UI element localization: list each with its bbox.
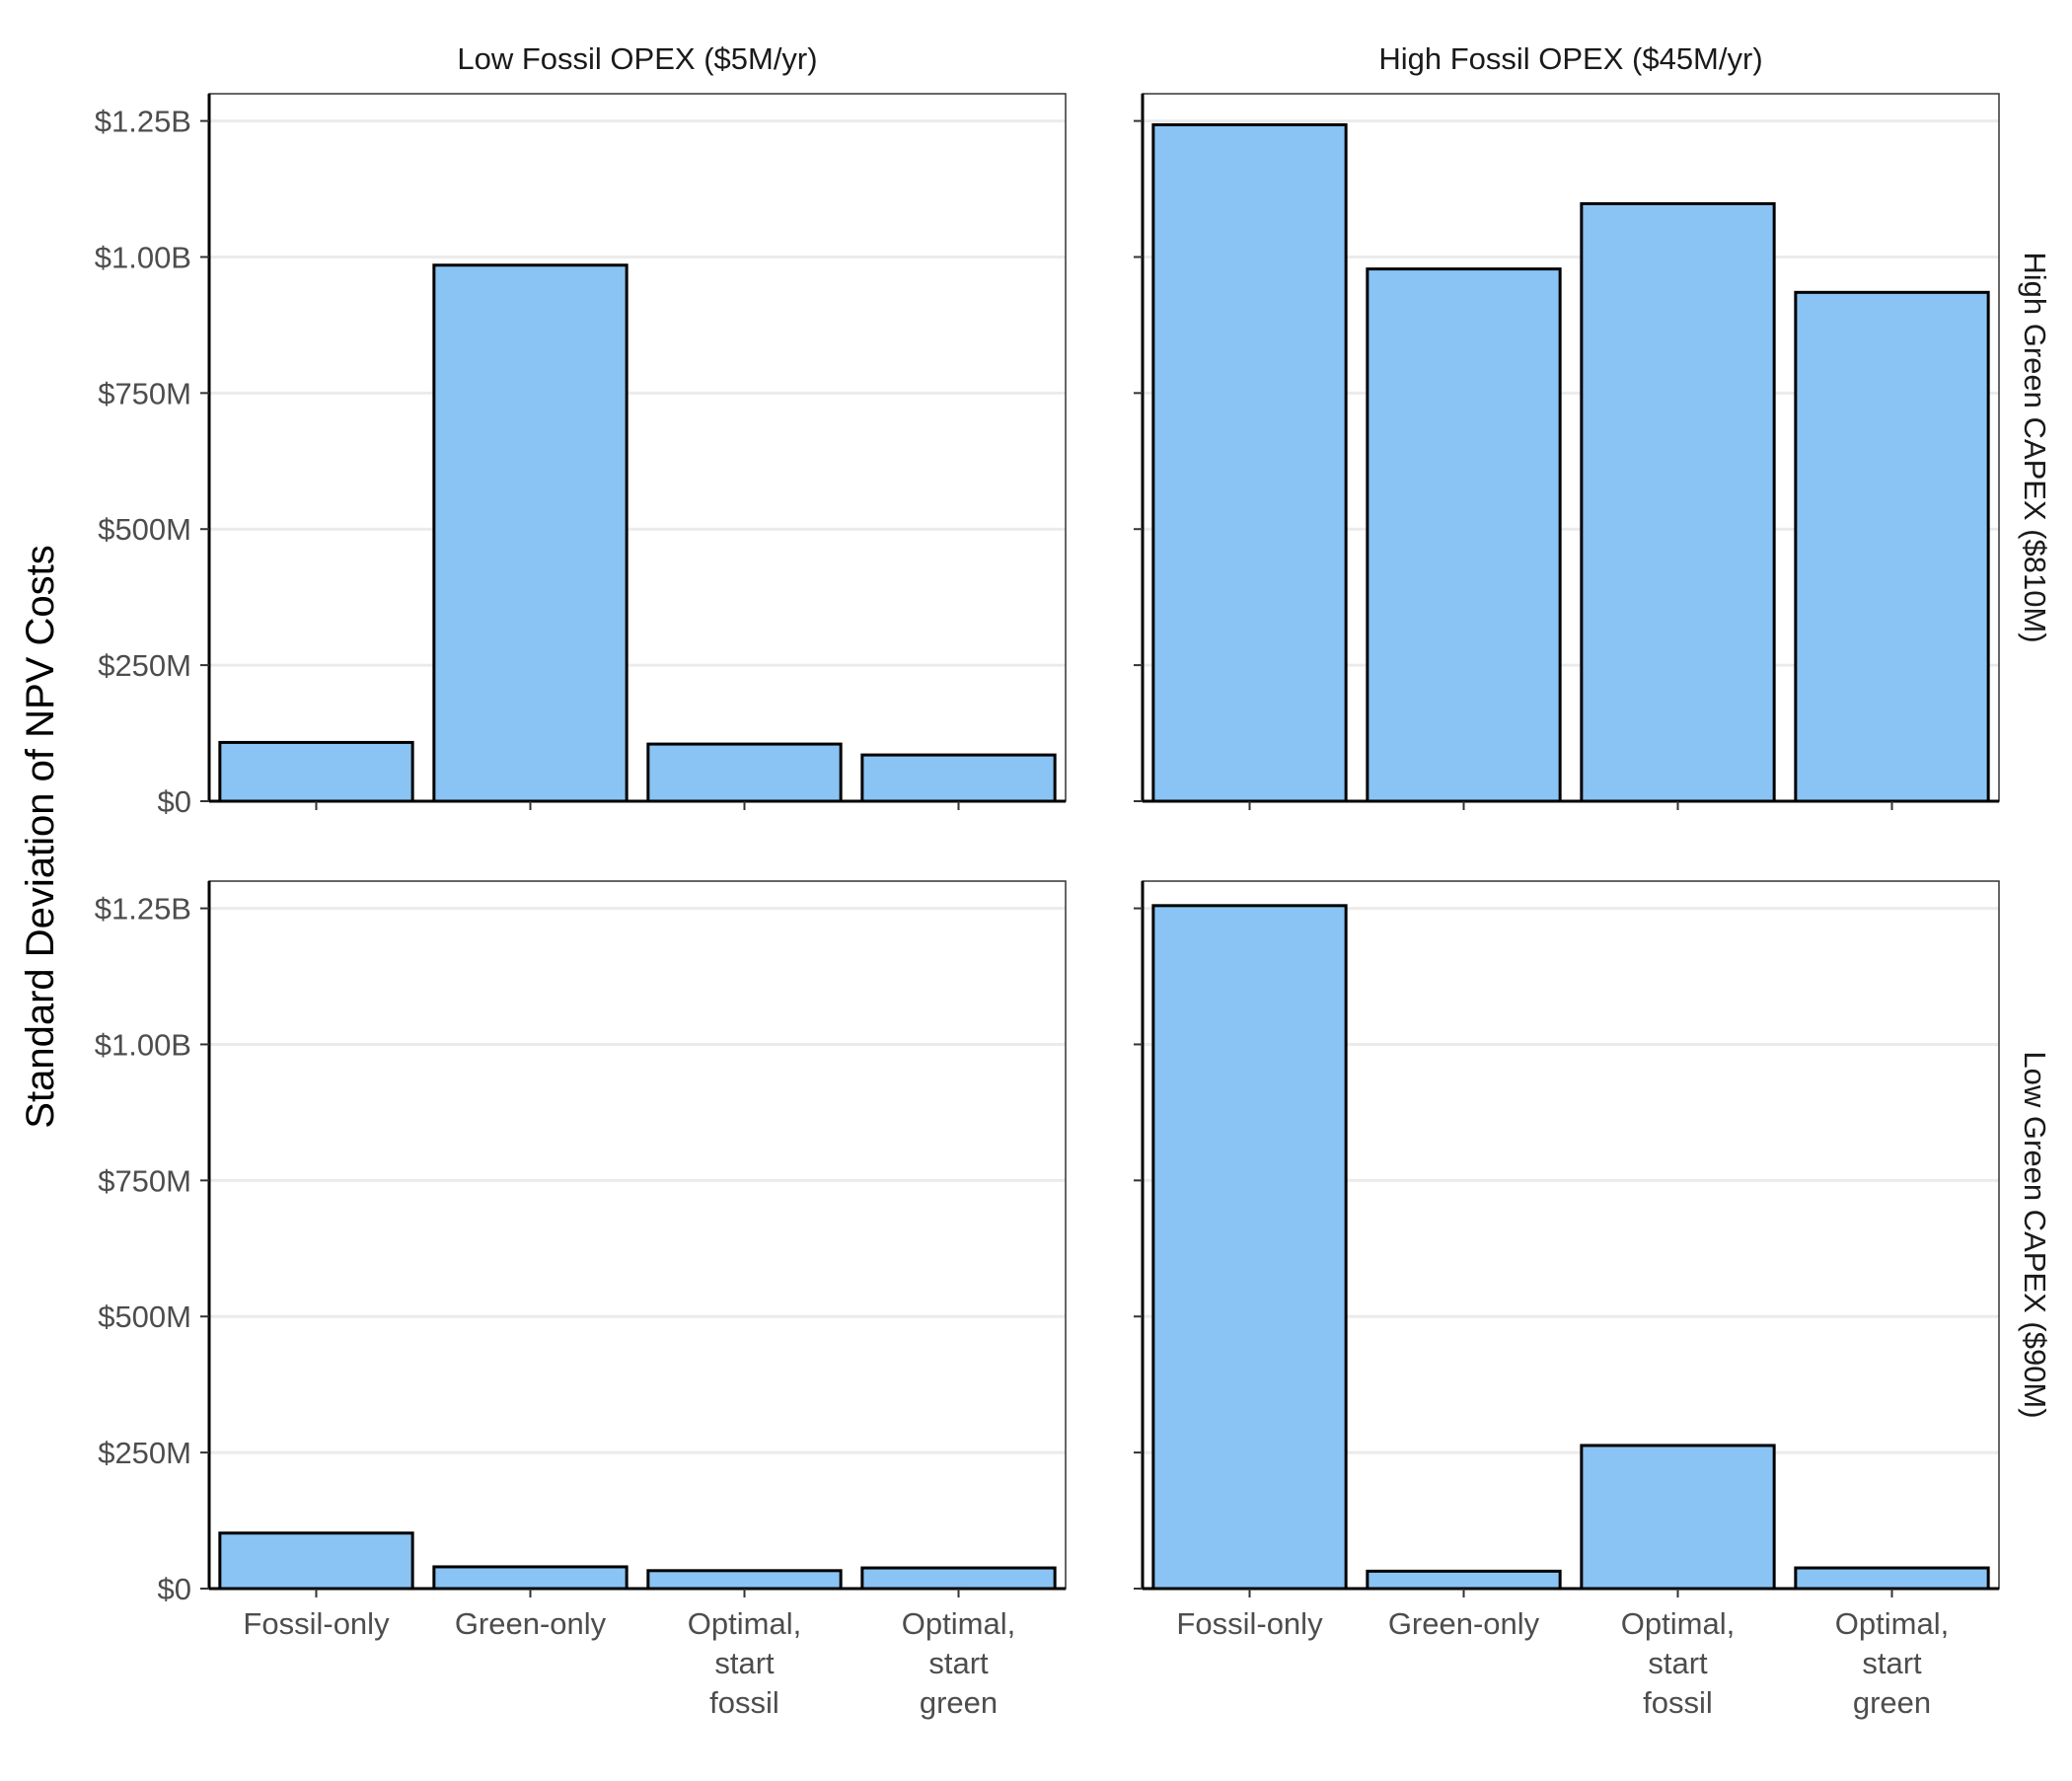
y-tick-label-row1-1-00b: $1.00B xyxy=(95,1027,191,1062)
column-facet-label-low-fossil-opex-5m-yr: Low Fossil OPEX ($5M/yr) xyxy=(457,41,817,76)
y-tick-label-row1-0: $0 xyxy=(158,1572,191,1606)
y-tick-label-row1-750m: $750M xyxy=(98,1163,191,1198)
x-tick-label-col0-fossil-only: Fossil-only xyxy=(243,1606,390,1641)
x-tick-label-col0-optimal-start-green: Optimal, start green xyxy=(902,1606,1015,1720)
panel-r1-c0-bar-fossil-only xyxy=(218,1531,414,1591)
x-tick-label-col0-optimal-start-fossil: Optimal, start fossil xyxy=(688,1606,801,1720)
row-facet-label-low-green-capex-90m: Low Green CAPEX ($90M) xyxy=(2018,1051,2052,1418)
y-tick-label-row0-500m: $500M xyxy=(98,512,191,547)
panel-r0-c1-bar-green-only xyxy=(1366,267,1562,803)
y-tick-label-row1-1-25b: $1.25B xyxy=(95,892,191,927)
row-facet-label-high-green-capex-810m: High Green CAPEX ($810M) xyxy=(2018,252,2052,642)
x-tick-label-col1-optimal-start-green: Optimal, start green xyxy=(1835,1606,1949,1720)
panel-r1-c1-bar-fossil-only xyxy=(1151,904,1348,1591)
panel-r0-c0-bar-fossil-only xyxy=(218,740,414,803)
panel-r0-c1-bar-optimal-start-fossil xyxy=(1580,201,1776,803)
y-tick-label-row0-1-25b: $1.25B xyxy=(95,105,191,139)
y-tick-label-row0-750m: $750M xyxy=(98,376,191,410)
panel-r1-c0-bar-optimal-start-fossil xyxy=(646,1569,843,1591)
y-tick-label-row1-250m: $250M xyxy=(98,1436,191,1470)
panel-r1-c1-bar-optimal-start-fossil xyxy=(1580,1444,1776,1591)
panel-r1-c1-bar-green-only xyxy=(1366,1569,1562,1591)
panel-r1-c1-bar-optimal-start-green xyxy=(1794,1566,1990,1591)
panel-r0-c0-bar-optimal-start-green xyxy=(860,753,1057,803)
x-tick-label-col0-green-only: Green-only xyxy=(455,1606,607,1641)
y-axis-title: Standard Deviation of NPV Costs xyxy=(19,545,62,1128)
panel-r0-c0-bar-green-only xyxy=(432,263,629,803)
x-tick-label-col1-green-only: Green-only xyxy=(1388,1606,1540,1641)
y-tick-label-row1-500m: $500M xyxy=(98,1299,191,1334)
y-tick-label-row0-250m: $250M xyxy=(98,648,191,683)
panel-r0-c0-background xyxy=(209,94,1066,801)
panel-r0-c0-bar-optimal-start-fossil xyxy=(646,742,843,803)
y-tick-label-row0-1-00b: $1.00B xyxy=(95,240,191,274)
y-tick-label-row0-0: $0 xyxy=(158,784,191,819)
panel-r0-c1-bar-fossil-only xyxy=(1151,122,1348,803)
column-facet-label-high-fossil-opex-45m-yr: High Fossil OPEX ($45M/yr) xyxy=(1378,41,1762,76)
panel-r1-c0-bar-green-only xyxy=(432,1565,629,1591)
panel-r0-c1-bar-optimal-start-green xyxy=(1794,290,1990,803)
panel-r1-c0-background xyxy=(209,881,1066,1589)
x-tick-label-col1-fossil-only: Fossil-only xyxy=(1176,1606,1323,1641)
panel-r1-c0-bar-optimal-start-green xyxy=(860,1566,1057,1591)
x-tick-label-col1-optimal-start-fossil: Optimal, start fossil xyxy=(1621,1606,1735,1720)
